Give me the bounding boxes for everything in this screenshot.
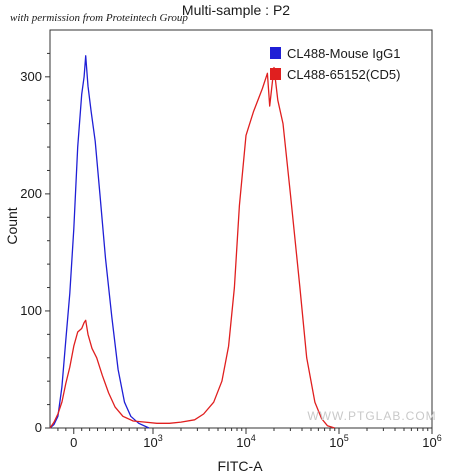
chart-title: Multi-sample : P2 — [182, 2, 290, 18]
x-tick-label: 103 — [143, 433, 162, 450]
plot-frame — [49, 29, 433, 429]
legend-swatch-isotype — [270, 47, 281, 59]
x-tick-label: 104 — [236, 433, 255, 450]
y-tick-label: 100 — [20, 303, 42, 318]
series-line-isotype — [49, 55, 150, 429]
y-tick-label: 300 — [20, 69, 42, 84]
y-axis-label: Count — [4, 207, 20, 244]
x-tick-label: 0 — [70, 435, 77, 450]
x-tick-label: 106 — [422, 433, 441, 450]
legend-swatch-cd5 — [270, 68, 281, 80]
y-tick-label: 200 — [20, 186, 42, 201]
x-tick-label: 105 — [329, 433, 348, 450]
x-axis-label: FITC-A — [217, 458, 263, 474]
plot-area: 0 100 200 300 0 103 104 105 106 — [20, 29, 442, 450]
series-line-cd5 — [49, 66, 335, 429]
watermark: WWW.PTGLAB.COM — [307, 409, 436, 423]
legend-label-cd5: CL488-65152(CD5) — [287, 67, 400, 82]
legend-label-isotype: CL488-Mouse IgG1 — [287, 46, 400, 61]
permission-note: with permission from Proteintech Group — [10, 12, 188, 24]
y-tick-label: 0 — [35, 420, 42, 435]
legend: CL488-Mouse IgG1 CL488-65152(CD5) — [270, 46, 400, 82]
